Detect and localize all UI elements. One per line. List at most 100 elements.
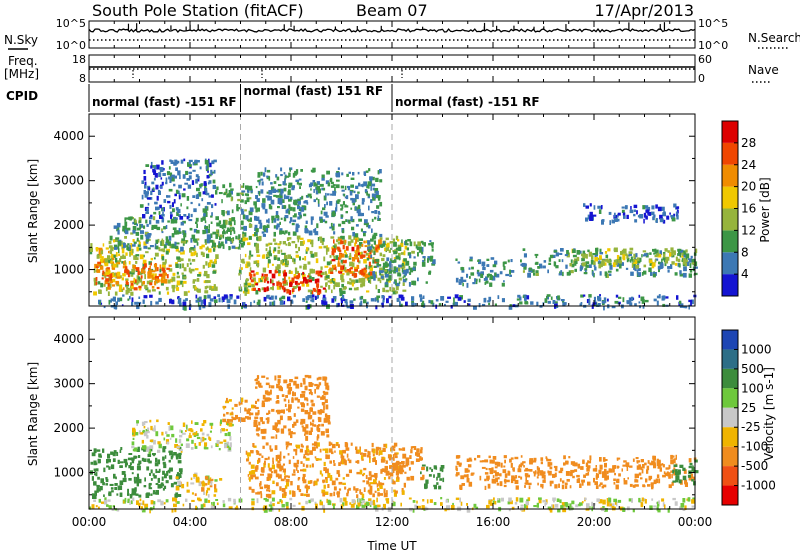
data-cell — [599, 255, 602, 260]
data-cell — [484, 281, 487, 285]
data-cell — [383, 488, 386, 493]
data-cell — [295, 419, 299, 423]
data-cell — [208, 162, 212, 168]
data-cell — [694, 272, 698, 276]
data-cell — [244, 287, 248, 292]
data-cell — [266, 169, 271, 173]
data-cell — [156, 419, 159, 423]
data-cell — [393, 492, 397, 497]
data-cell — [178, 446, 182, 451]
data-cell — [325, 180, 330, 185]
data-cell — [350, 185, 353, 188]
data-cell — [328, 441, 331, 446]
data-cell — [324, 220, 328, 224]
data-cell — [484, 459, 489, 463]
data-cell — [353, 271, 355, 274]
data-cell — [253, 273, 256, 277]
data-cell — [143, 485, 147, 488]
data-cell — [542, 499, 547, 503]
data-cell — [277, 419, 281, 425]
data-cell — [316, 478, 319, 482]
data-cell — [208, 224, 210, 229]
data-cell — [292, 490, 296, 496]
data-cell — [104, 497, 107, 503]
data-cell — [651, 460, 655, 463]
data-cell — [557, 295, 560, 300]
data-cell — [222, 500, 225, 503]
data-cell — [291, 241, 296, 244]
data-cell — [331, 213, 336, 217]
data-cell — [198, 203, 201, 207]
data-cell — [670, 459, 674, 465]
data-cell — [297, 216, 301, 220]
data-cell — [508, 305, 513, 310]
data-cell — [291, 222, 295, 226]
data-cell — [289, 217, 293, 222]
data-cell — [311, 443, 315, 446]
data-cell — [120, 255, 124, 259]
data-cell — [105, 483, 108, 486]
data-cell — [305, 446, 309, 452]
data-cell — [649, 252, 652, 255]
data-cell — [691, 259, 695, 263]
data-cell — [169, 172, 173, 177]
data-cell — [291, 398, 294, 403]
data-cell — [521, 262, 526, 267]
data-cell — [150, 190, 153, 196]
data-cell — [326, 498, 328, 503]
data-cell — [292, 504, 296, 507]
data-cell — [213, 501, 215, 506]
data-cell — [329, 255, 332, 258]
data-cell — [669, 212, 671, 215]
data-cell — [649, 505, 653, 510]
data-cell — [261, 436, 266, 440]
data-cell — [194, 445, 198, 449]
data-cell — [193, 245, 196, 249]
data-cell — [206, 490, 209, 494]
data-cell — [515, 485, 519, 490]
data-cell — [267, 196, 271, 201]
data-cell — [625, 462, 630, 468]
data-cell — [421, 250, 424, 255]
data-cell — [353, 272, 357, 278]
nsky-label: N.Sky — [4, 33, 38, 47]
data-cell — [337, 492, 340, 498]
data-cell — [601, 205, 603, 209]
data-cell — [149, 445, 154, 449]
data-cell — [644, 253, 648, 257]
data-cell — [325, 477, 328, 480]
data-cell — [271, 490, 276, 495]
data-cell — [418, 248, 422, 253]
data-cell — [215, 216, 219, 221]
data-cell — [211, 194, 214, 198]
data-cell — [175, 455, 179, 460]
data-cell — [208, 174, 211, 179]
data-cell — [354, 266, 357, 270]
data-cell — [385, 498, 390, 501]
data-cell — [381, 468, 385, 472]
data-cell — [263, 229, 266, 232]
data-cell — [157, 278, 160, 283]
data-cell — [616, 255, 620, 260]
data-cell — [221, 300, 224, 303]
data-cell — [306, 297, 309, 301]
data-cell — [287, 237, 292, 240]
data-cell — [643, 270, 647, 275]
data-cell — [145, 164, 150, 167]
data-cell — [292, 172, 296, 178]
data-cell — [193, 476, 196, 479]
data-cell — [136, 237, 139, 241]
data-cell — [323, 484, 326, 489]
data-cell — [674, 469, 678, 473]
data-cell — [363, 259, 367, 264]
data-cell — [518, 465, 520, 470]
data-cell — [295, 270, 299, 275]
data-cell — [220, 419, 222, 425]
data-cell — [258, 382, 262, 387]
data-cell — [368, 279, 371, 283]
data-cell — [286, 384, 289, 389]
data-cell — [526, 505, 529, 510]
data-cell — [209, 285, 212, 290]
data-cell — [197, 497, 201, 501]
data-cell — [154, 202, 157, 204]
